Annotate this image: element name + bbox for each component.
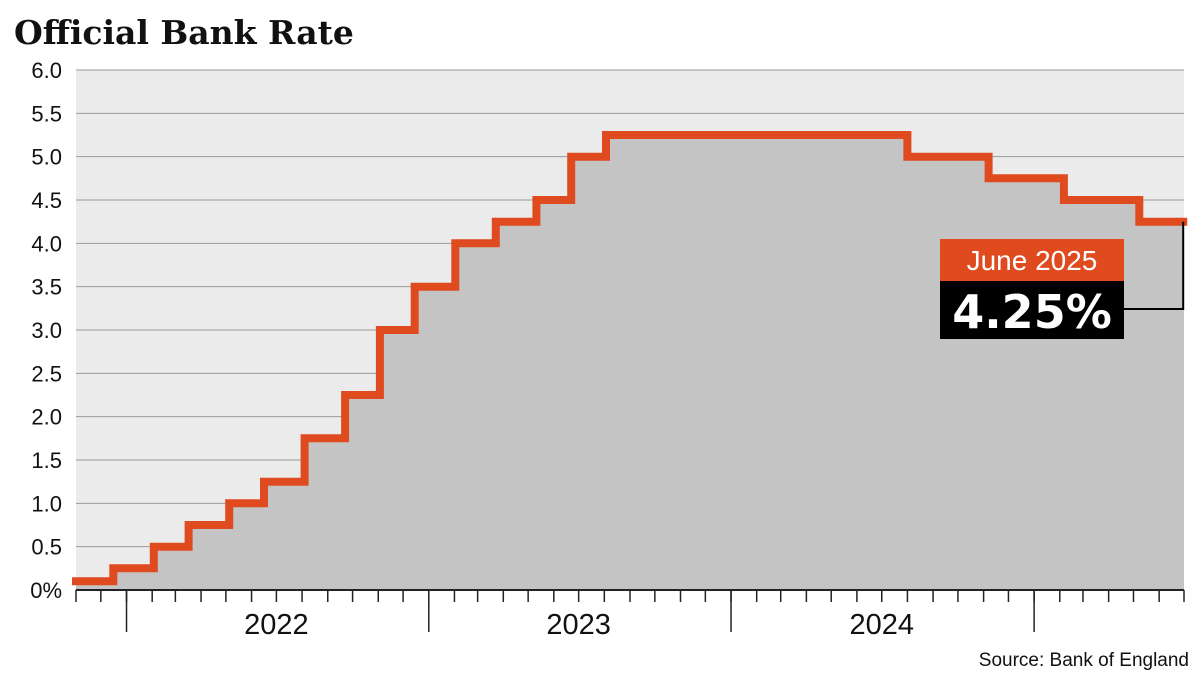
callout-label: June 2025 (967, 245, 1098, 276)
chart-title: Official Bank Rate (14, 13, 354, 52)
x-year-label: 2022 (244, 609, 309, 641)
callout: June 2025 4.25% (940, 221, 1185, 339)
x-year-label: 2023 (546, 609, 611, 641)
y-tick-label: 3.0 (31, 318, 62, 343)
callout-value: 4.25% (952, 285, 1112, 339)
y-tick-label: 5.0 (31, 145, 62, 170)
y-axis-ticks: 0% 0.5 1.0 1.5 2.0 2.5 3.0 3.5 4.0 4.5 5.0 5.5 6.0 (30, 58, 62, 603)
y-tick-label: 5.5 (31, 101, 62, 126)
x-axis: 2022 2023 2024 (75, 589, 1185, 641)
source-note: Source: Bank of England (979, 650, 1189, 671)
y-tick-label: 3.5 (31, 275, 62, 300)
callout-value-background (940, 281, 1124, 339)
rate-area (76, 135, 1184, 590)
y-tick-label: 2.0 (31, 405, 62, 430)
y-tick-label: 0% (30, 578, 62, 603)
y-tick-label: 1.5 (31, 448, 62, 473)
y-tick-label: 1.0 (31, 491, 62, 516)
callout-leader-line (1124, 221, 1185, 310)
rate-line (72, 131, 1188, 586)
x-year-label: 2024 (849, 609, 914, 641)
y-tick-label: 0.5 (31, 535, 62, 560)
y-tick-label: 4.5 (31, 188, 62, 213)
y-tick-label: 2.5 (31, 361, 62, 386)
callout-label-background (940, 239, 1124, 281)
y-tick-label: 6.0 (31, 58, 62, 83)
y-tick-label: 4.0 (31, 231, 62, 256)
